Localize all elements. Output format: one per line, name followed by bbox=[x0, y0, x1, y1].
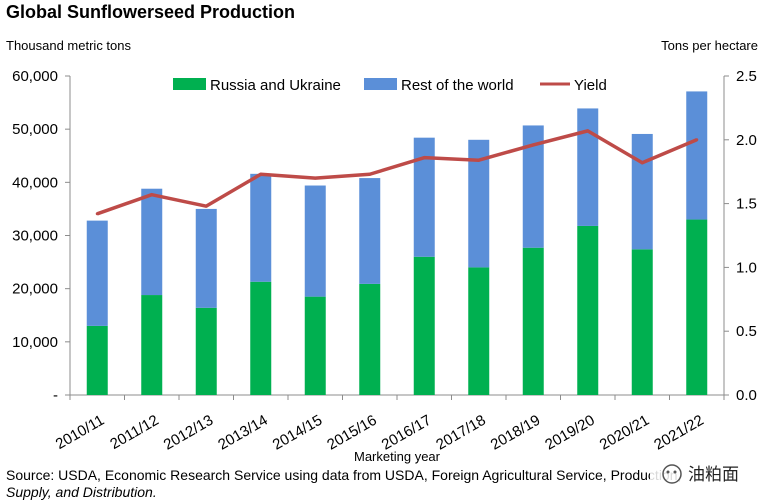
bar-russia-ukraine bbox=[522, 247, 544, 395]
left-tick-label: 40,000 bbox=[12, 174, 58, 191]
legend: Russia and Ukraine Rest of the world Yie… bbox=[173, 77, 607, 94]
left-tick-label: 20,000 bbox=[12, 281, 58, 298]
x-tick-label: 2021/22 bbox=[651, 412, 706, 454]
yield-point bbox=[368, 172, 372, 176]
x-tick-label: 2011/12 bbox=[107, 412, 161, 453]
source-note-line-2: Supply, and Distribution. bbox=[6, 484, 157, 500]
watermark-backdrop bbox=[650, 460, 758, 488]
right-tick-label: 2.0 bbox=[736, 132, 757, 149]
yield-point bbox=[695, 138, 699, 142]
bar-russia-ukraine bbox=[413, 256, 435, 395]
bar-rest-of-world bbox=[631, 133, 653, 250]
yield-point bbox=[150, 193, 154, 197]
bar-russia-ukraine bbox=[195, 307, 217, 395]
right-tick-label: 2.5 bbox=[736, 68, 757, 85]
x-tick-label: 2013/14 bbox=[215, 412, 270, 454]
right-axis-title: Tons per hectare bbox=[661, 38, 758, 53]
x-tick-label: 2014/15 bbox=[270, 412, 325, 454]
chart-title: Global Sunflowerseed Production bbox=[6, 2, 295, 22]
x-tick-label: 2016/17 bbox=[379, 412, 434, 454]
x-tick-label: 2012/13 bbox=[161, 412, 216, 454]
bar-russia-ukraine bbox=[359, 283, 381, 395]
bar-russia-ukraine bbox=[686, 219, 708, 395]
yield-point bbox=[531, 143, 535, 147]
left-tick-label: 60,000 bbox=[12, 68, 58, 85]
bar-russia-ukraine bbox=[86, 325, 108, 395]
x-tick-label: 2019/20 bbox=[542, 412, 597, 454]
bar-rest-of-world bbox=[577, 108, 599, 226]
x-tick-label: 2015/16 bbox=[324, 412, 379, 454]
bar-russia-ukraine bbox=[304, 296, 326, 395]
bar-rest-of-world bbox=[686, 91, 708, 220]
left-axis-title: Thousand metric tons bbox=[6, 38, 132, 53]
bar-russia-ukraine bbox=[468, 267, 490, 395]
bar-rest-of-world bbox=[195, 208, 217, 308]
source-note-line-1: Source: USDA, Economic Research Service … bbox=[6, 467, 681, 483]
bar-rest-of-world bbox=[86, 220, 108, 326]
wechat-logo-icon bbox=[662, 464, 682, 484]
bar-russia-ukraine bbox=[577, 225, 599, 395]
yield-point bbox=[586, 129, 590, 133]
bar-rest-of-world bbox=[413, 137, 435, 257]
right-tick-label: 1.0 bbox=[736, 259, 757, 276]
yield-point bbox=[95, 212, 99, 216]
x-axis-title: Marketing year bbox=[354, 449, 441, 464]
legend-swatch-russia-ukraine bbox=[173, 78, 206, 90]
bar-russia-ukraine bbox=[250, 281, 272, 395]
yield-point bbox=[204, 204, 208, 208]
right-tick-label: 0.5 bbox=[736, 323, 757, 340]
right-tick-label: 1.5 bbox=[736, 196, 757, 213]
x-tick-label: 2017/18 bbox=[433, 412, 488, 454]
x-tick-label: 2010/11 bbox=[53, 412, 107, 453]
x-tick-label: 2018/19 bbox=[488, 412, 543, 454]
yield-line bbox=[96, 129, 698, 216]
plot-area: - 10,000 20,000 30,000 40,000 50,000 60,000 0.0… bbox=[12, 68, 757, 454]
watermark-text: 油粕面 bbox=[688, 465, 739, 485]
left-tick-label: - bbox=[53, 387, 58, 404]
yield-point bbox=[640, 161, 644, 165]
bar-russia-ukraine bbox=[141, 295, 163, 395]
bar-russia-ukraine bbox=[631, 249, 653, 395]
right-tick-label: 0.0 bbox=[736, 387, 757, 404]
bar-rest-of-world bbox=[141, 188, 163, 296]
yield-point bbox=[477, 158, 481, 162]
bar-rest-of-world bbox=[359, 178, 381, 284]
wechat-logo-eye-left-icon bbox=[666, 470, 670, 474]
bar-rest-of-world bbox=[304, 185, 326, 297]
left-tick-label: 50,000 bbox=[12, 121, 58, 138]
legend-label-rest-of-world: Rest of the world bbox=[401, 77, 514, 94]
watermark: 油粕面 bbox=[650, 460, 758, 488]
wechat-logo-eye-right-icon bbox=[673, 470, 677, 474]
legend-swatch-rest-of-world bbox=[364, 78, 397, 90]
legend-label-yield: Yield bbox=[574, 77, 607, 94]
left-tick-label: 30,000 bbox=[12, 228, 58, 245]
legend-label-russia-ukraine: Russia and Ukraine bbox=[210, 77, 341, 94]
yield-point bbox=[259, 172, 263, 176]
bar-rest-of-world bbox=[522, 125, 544, 248]
left-tick-label: 10,000 bbox=[12, 334, 58, 351]
yield-point bbox=[422, 156, 426, 160]
bar-rest-of-world bbox=[250, 173, 272, 282]
bar-rest-of-world bbox=[468, 139, 490, 268]
yield-point bbox=[313, 176, 317, 180]
x-tick-label: 2020/21 bbox=[597, 412, 652, 454]
